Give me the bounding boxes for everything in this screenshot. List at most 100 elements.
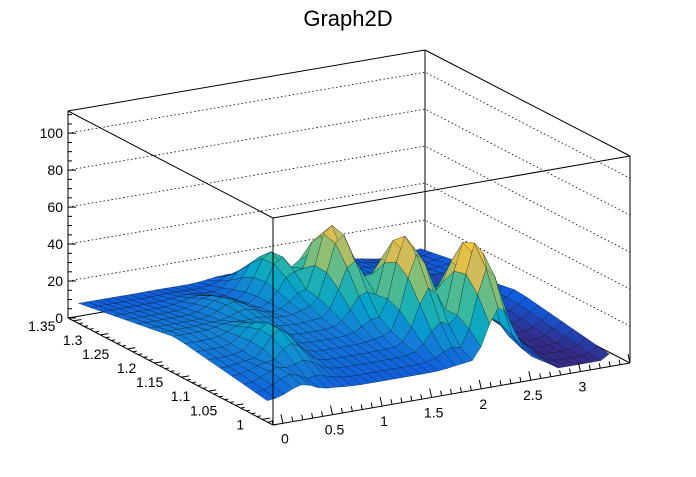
x-minor-tick [549, 371, 552, 377]
x-minor-tick [400, 397, 403, 403]
x-minor-tick [420, 394, 423, 400]
x-minor-tick [390, 399, 393, 405]
x-minor-tick [618, 359, 621, 365]
x-major-tick [330, 405, 333, 415]
y-minor-tick [272, 423, 278, 426]
y-minor-tick [78, 322, 83, 325]
x-minor-tick [489, 382, 492, 388]
x-minor-tick [519, 376, 522, 383]
y-tick-label: 1.15 [136, 374, 163, 390]
y-minor-tick [94, 330, 100, 333]
x-minor-tick [499, 380, 502, 386]
x-minor-tick [509, 378, 512, 384]
x-minor-tick [311, 413, 314, 419]
y-major-tick [127, 347, 136, 350]
y-minor-tick [84, 325, 89, 327]
chart-title: Graph2D [303, 6, 392, 31]
y-minor-tick [111, 339, 116, 342]
y-minor-tick [67, 316, 73, 319]
x-tick-label: 0 [281, 430, 289, 446]
z-tick-label: 20 [47, 273, 63, 289]
y-tick-label: 1.35 [28, 318, 55, 334]
y-minor-tick [89, 328, 94, 330]
box-frame [67, 110, 631, 425]
x-tick-label: 2.5 [523, 387, 543, 403]
back-top-edge [67, 49, 426, 112]
x-minor-tick [350, 406, 353, 412]
z-tick-label: 40 [47, 236, 63, 252]
x-minor-tick [608, 361, 611, 367]
z-grid-line [67, 108, 631, 216]
x-tick-label: 1 [380, 413, 388, 429]
y-minor-tick [175, 373, 180, 375]
y-minor-tick [251, 412, 256, 415]
x-minor-tick [321, 411, 324, 417]
y-minor-tick [143, 356, 148, 358]
y-minor-tick [186, 378, 191, 381]
y-minor-tick [138, 353, 143, 356]
x-minor-tick [340, 407, 343, 414]
y-tick-label: 1.1 [171, 388, 191, 404]
x-minor-tick [301, 414, 304, 420]
x-minor-tick [598, 363, 601, 369]
y-major-tick [262, 417, 271, 420]
x-major-tick [379, 396, 383, 407]
x-minor-tick [569, 368, 571, 374]
y-minor-tick [267, 420, 272, 423]
y-minor-tick [245, 409, 251, 412]
y-minor-tick [256, 415, 261, 418]
x-minor-tick [450, 388, 452, 395]
x-minor-tick [370, 402, 373, 408]
x-minor-tick [559, 369, 562, 376]
z-grid-line [67, 219, 631, 327]
x-minor-tick [271, 419, 274, 426]
x-minor-tick [469, 385, 472, 391]
right-top-edge [424, 49, 631, 157]
y-major-tick [208, 389, 217, 392]
x-minor-tick [360, 404, 363, 410]
front-top-edge [272, 155, 631, 219]
x-minor-tick [291, 416, 294, 422]
axes: 02040608010011.051.11.151.21.251.31.3500… [28, 111, 631, 446]
y-minor-tick [197, 384, 202, 387]
x-minor-tick [410, 395, 413, 401]
y-minor-tick [116, 342, 121, 344]
z-tick-label: 60 [47, 199, 63, 215]
x-major-tick [627, 353, 631, 364]
y-minor-tick [105, 336, 110, 339]
x-major-tick [478, 379, 482, 389]
x-minor-tick [440, 390, 443, 396]
y-major-tick [235, 403, 244, 406]
x-tick-label: 0.5 [325, 422, 345, 438]
y-minor-tick [170, 370, 175, 372]
y-minor-tick [213, 392, 218, 395]
y-minor-tick [191, 381, 197, 384]
y-minor-tick [121, 344, 127, 347]
left-top-edge [67, 110, 274, 219]
y-major-tick [154, 361, 163, 364]
y-major-tick [181, 375, 190, 378]
y-tick-label: 1.25 [82, 346, 109, 362]
surface-cell [588, 345, 610, 361]
x-major-tick [429, 388, 433, 398]
z-tick-label: 100 [40, 125, 64, 141]
x-major-tick [528, 371, 532, 381]
y-minor-tick [218, 395, 224, 398]
y-minor-tick [240, 406, 245, 409]
x-tick-label: 1.5 [424, 404, 444, 420]
x-tick-label: 2 [479, 396, 487, 412]
z-grid-line [67, 182, 631, 290]
surface-mesh [78, 224, 610, 401]
y-tick-label: 1.2 [117, 360, 137, 376]
z-grid-line [67, 71, 631, 179]
x-major-tick [577, 362, 581, 372]
z-grid-lines [67, 71, 631, 327]
y-major-tick [100, 333, 109, 336]
y-minor-tick [159, 364, 164, 367]
y-tick-label: 1 [236, 416, 244, 432]
z-tick-label: 0 [55, 310, 63, 326]
x-minor-tick [459, 387, 462, 393]
y-minor-tick [224, 398, 229, 401]
